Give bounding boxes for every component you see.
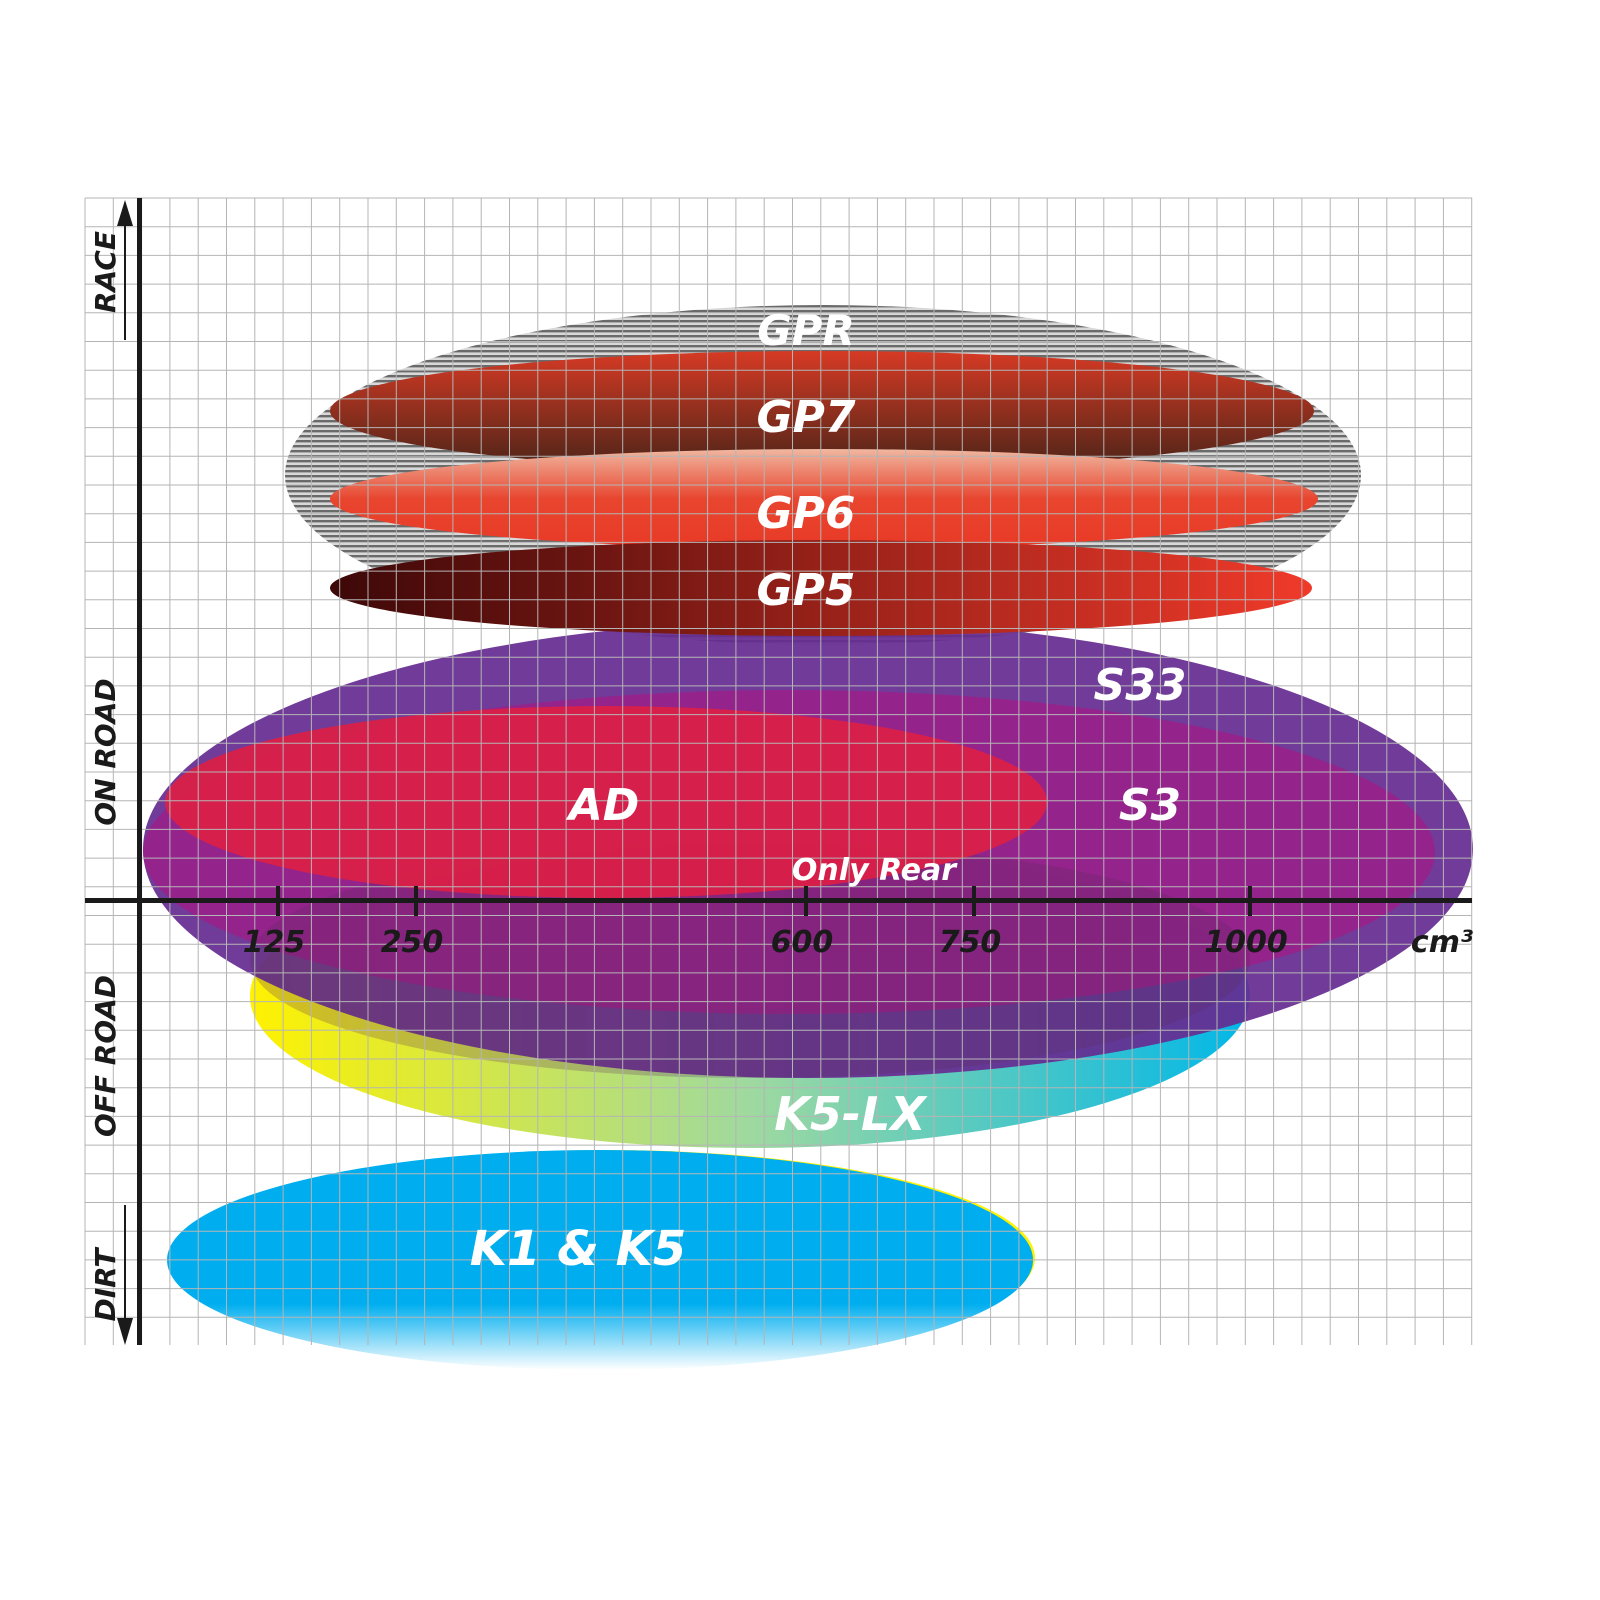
x-tick-label: 750	[939, 925, 1002, 960]
label-gp6: GP6	[757, 488, 856, 539]
label-gpr: GPR	[757, 306, 855, 355]
gp7-ellipse	[330, 351, 1314, 471]
arrow-up-icon	[117, 200, 133, 226]
label-k1-k5: K1 & K5	[470, 1221, 686, 1277]
zone-off-road: OFF ROAD	[89, 975, 122, 1137]
gp6-ellipse	[330, 449, 1318, 549]
x-tick-mark	[804, 886, 808, 916]
label-gp7: GP7	[757, 392, 856, 443]
zone-race: RACE	[89, 231, 122, 313]
x-tick-label: 1000	[1204, 925, 1288, 960]
x-tick-label: 125	[243, 925, 306, 960]
label-s3: S3	[1119, 780, 1181, 831]
x-tick-mark	[276, 886, 280, 916]
zone-dirt: DIRT	[89, 1247, 122, 1322]
x-tick-label: 600	[771, 925, 834, 960]
label-ad: AD	[566, 780, 640, 831]
label-only-rear: Only Rear	[792, 853, 958, 888]
x-axis	[85, 898, 1472, 903]
label-gp5: GP5	[757, 565, 856, 616]
x-unit: cm³	[1411, 925, 1473, 960]
x-tick-label: 250	[381, 925, 444, 960]
x-tick-mark	[972, 886, 976, 916]
label-k5-lx: K5-LX	[774, 1087, 928, 1141]
ad-ellipse	[165, 706, 1047, 898]
label-s33: S33	[1094, 660, 1187, 711]
x-tick-mark	[414, 886, 418, 916]
x-tick-mark	[1248, 886, 1252, 916]
arrow-down-icon	[117, 1318, 133, 1345]
zone-on-road: ON ROAD	[89, 678, 122, 825]
y-axis	[117, 198, 142, 1345]
